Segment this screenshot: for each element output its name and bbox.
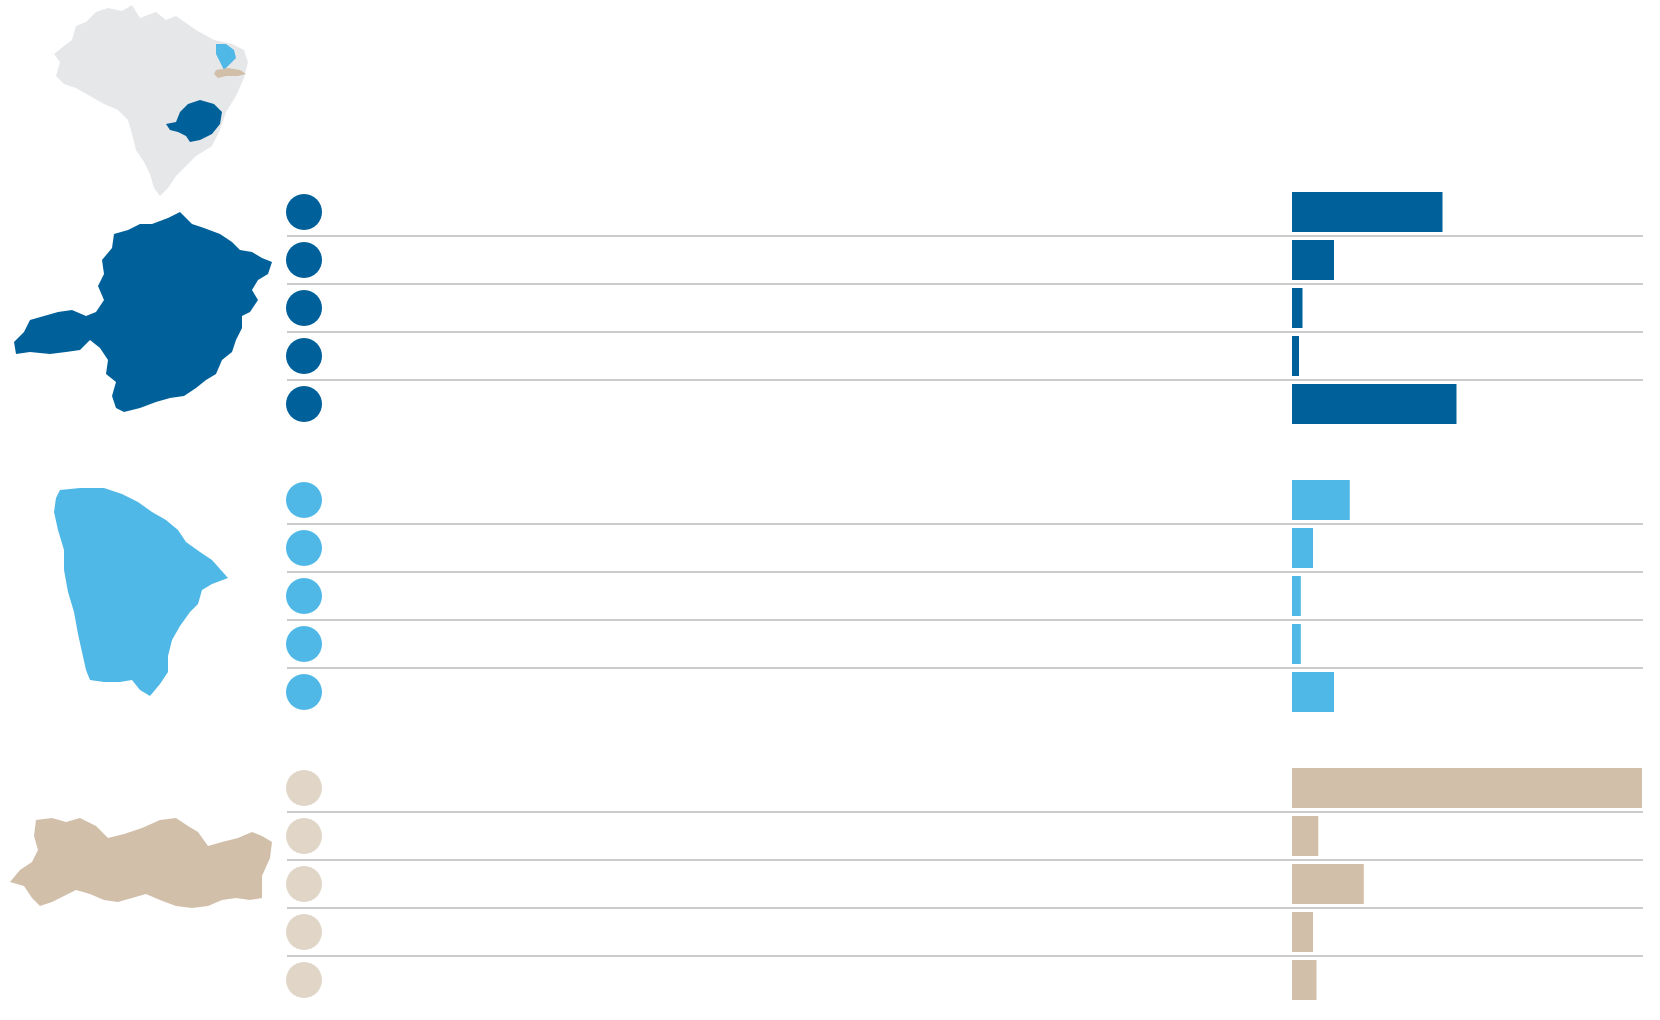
- pernambuco-map-icon: [10, 818, 272, 908]
- row-marker-g2-r2: [286, 530, 322, 566]
- bar-g3-r2: [1292, 816, 1319, 856]
- bar-g3-r4: [1292, 912, 1313, 952]
- row-marker-g2-r3: [286, 578, 322, 614]
- row-marker-g1-r4: [286, 338, 322, 374]
- bar-g1-r3: [1292, 288, 1303, 328]
- bar-g2-r1: [1292, 480, 1350, 520]
- bar-g3-r5: [1292, 960, 1317, 1000]
- row-marker-g3-r4: [286, 914, 322, 950]
- ceara-map-icon: [54, 488, 228, 696]
- bar-g3-r3: [1292, 864, 1364, 904]
- row-marker-g2-r4: [286, 626, 322, 662]
- bar-g3-r1: [1292, 768, 1642, 808]
- row-marker-g1-r5: [286, 386, 322, 422]
- brazil-locator-map-icon: [54, 5, 248, 196]
- row-marker-g3-r1: [286, 770, 322, 806]
- bar-g2-r2: [1292, 528, 1313, 568]
- minas-gerais-map-icon: [14, 212, 272, 412]
- bar-g1-r4: [1292, 336, 1299, 376]
- bar-g1-r1: [1292, 192, 1443, 232]
- row-marker-g1-r1: [286, 194, 322, 230]
- bar-g2-r4: [1292, 624, 1301, 664]
- row-marker-g1-r2: [286, 242, 322, 278]
- row-marker-g2-r1: [286, 482, 322, 518]
- bar-g1-r5: [1292, 384, 1457, 424]
- row-marker-g3-r3: [286, 866, 322, 902]
- bar-g2-r5: [1292, 672, 1334, 712]
- row-marker-g2-r5: [286, 674, 322, 710]
- row-marker-g1-r3: [286, 290, 322, 326]
- bar-g2-r3: [1292, 576, 1301, 616]
- bar-g1-r2: [1292, 240, 1334, 280]
- row-marker-g3-r5: [286, 962, 322, 998]
- row-marker-g3-r2: [286, 818, 322, 854]
